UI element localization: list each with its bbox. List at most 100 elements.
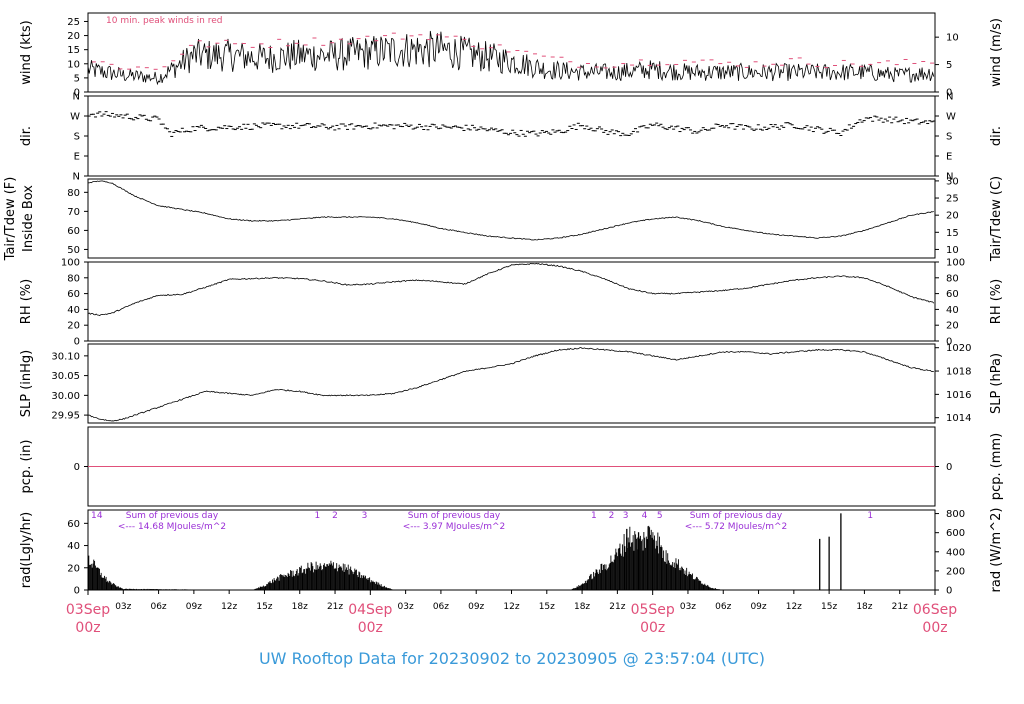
dir-tick-label: N [73,92,80,103]
wind-tick-label-right: 0 [946,88,952,99]
x-tick-label: 03z [680,602,696,612]
sum-label: Sum of previous day [126,511,219,521]
pcp-tick-label: 0 [74,462,80,473]
day-label-date: 05Sep [631,602,675,618]
temp-tick-label-right: 25 [946,194,959,205]
rad-marker-label: 2 [609,511,615,521]
rh-tick-label: 60 [67,289,80,300]
sum-value: <--- 5.72 MJoules/m^2 [685,522,787,532]
sum-label: Sum of previous day [408,511,501,521]
panel-frame-2 [87,178,936,259]
wind-tick-label: 5 [74,73,80,84]
x-tick-label: 06z [433,602,449,612]
temp-tick-label: 60 [67,226,80,237]
day-label-date: 03Sep [66,602,110,618]
wind-tick-label-right: 5 [946,60,952,71]
slp-tick-label: 29.95 [51,411,80,422]
slp-tick-label-right: 1018 [946,367,971,378]
rad-tick-label: 60 [67,519,80,530]
temp-ylabel-right: Tair/Tdew (C) [989,176,1004,262]
x-tick-label: 12z [503,602,519,612]
day-label-date: 04Sep [348,602,392,618]
rad-marker-label: 1 [91,511,97,521]
temp-tick-label-right: 30 [946,176,959,187]
x-tick-label: 21z [892,602,908,612]
rad-tick-label-right: 200 [946,566,965,577]
rh-tick-label-right: 60 [946,289,959,300]
rad-tick-label-right: 0 [946,586,952,597]
x-tick-label: 09z [186,602,202,612]
temp-tick-label-right: 10 [946,245,959,256]
rad-marker-label: 4 [97,511,103,521]
day-label-hour: 00z [922,620,947,636]
x-tick-label: 06z [150,602,166,612]
slp-tick-label-right: 1020 [946,343,971,354]
x-tick-label: 06z [715,602,731,612]
rad-marker-label: 1 [315,511,321,521]
pcp-tick-label-right: 0 [946,462,952,473]
x-tick-label: 15z [539,602,555,612]
x-tick-label: 12z [221,602,237,612]
rad-marker-label: 2 [332,511,338,521]
temp-series-line [87,180,934,241]
wind-tick-label: 20 [67,31,80,42]
pcp-ylabel-right: pcp. (mm) [989,433,1004,500]
rh-tick-label-right: 40 [946,305,959,316]
x-tick-label: 12z [786,602,802,612]
rad-tick-label-right: 800 [946,509,965,520]
rad-ylabel-right: rad (W/m^2) [989,508,1004,593]
rh-tick-label: 20 [67,321,80,332]
wind-ylabel: wind (kts) [19,20,34,84]
rad-tick-label: 20 [67,563,80,574]
x-tick-label: 18z [292,602,308,612]
rh-tick-label: 40 [67,305,80,316]
wind-tick-label: 10 [67,59,80,70]
rad-marker-label: 1 [591,511,597,521]
dir-tick-label: S [74,132,80,143]
wind-tick-label: 25 [67,17,80,28]
dir-tick-label-right: W [946,112,956,123]
chart-title-text: UW Rooftop Data for 20230902 to 20230905… [258,649,766,668]
rad-tick-label-right: 600 [946,528,965,539]
temp-tick-label-right: 20 [946,211,959,222]
slp-tick-label: 30.10 [51,351,80,362]
chart-title: UW Rooftop Data for 20230902 to 20230905… [0,649,1024,668]
rh-tick-label: 0 [74,337,80,348]
x-tick-label: 15z [256,602,272,612]
temp-tick-label: 70 [67,207,80,218]
wind-ylabel-right: wind (m/s) [989,18,1004,87]
rad-marker-label: 3 [623,511,629,521]
wind-tick-label: 0 [74,88,80,99]
rh-series-line [87,262,935,316]
wind-tick-label-right: 10 [946,33,959,44]
x-tick-label: 09z [468,602,484,612]
rad-tick-label-right: 400 [946,547,965,558]
rh-tick-label-right: 100 [946,258,965,269]
dir-tick-label: E [74,152,80,163]
slp-tick-label: 30.00 [51,391,80,402]
sum-value: <--- 3.97 MJoules/m^2 [403,522,505,532]
rad-tick-label: 40 [67,541,80,552]
rad-marker-label: 5 [657,511,663,521]
dir-tick-label-right: N [946,92,953,103]
day-label-hour: 00z [75,620,100,636]
slp-tick-label-right: 1014 [946,413,971,424]
peak-winds-note: 10 min. peak winds in red [106,16,223,26]
dir-ylabel: dir. [19,126,34,146]
x-tick-label: 03z [398,602,414,612]
dir-tick-label-right: S [946,132,952,143]
rh-tick-label-right: 80 [946,273,959,284]
x-tick-label: 18z [856,602,872,612]
dir-tick-label-right: E [946,152,952,163]
dir-tick-label: N [73,172,80,183]
slp-tick-label-right: 1016 [946,390,971,401]
rh-tick-label: 80 [67,273,80,284]
rad-marker-label: 4 [642,511,648,521]
rad-marker-label: 1 [867,511,873,521]
wind-tick-label: 15 [67,45,80,56]
rad-ylabel: rad(Lgly/hr) [19,512,34,588]
slp-series-line [87,347,934,422]
temp-ylabel-2: Inside Box [21,185,36,252]
